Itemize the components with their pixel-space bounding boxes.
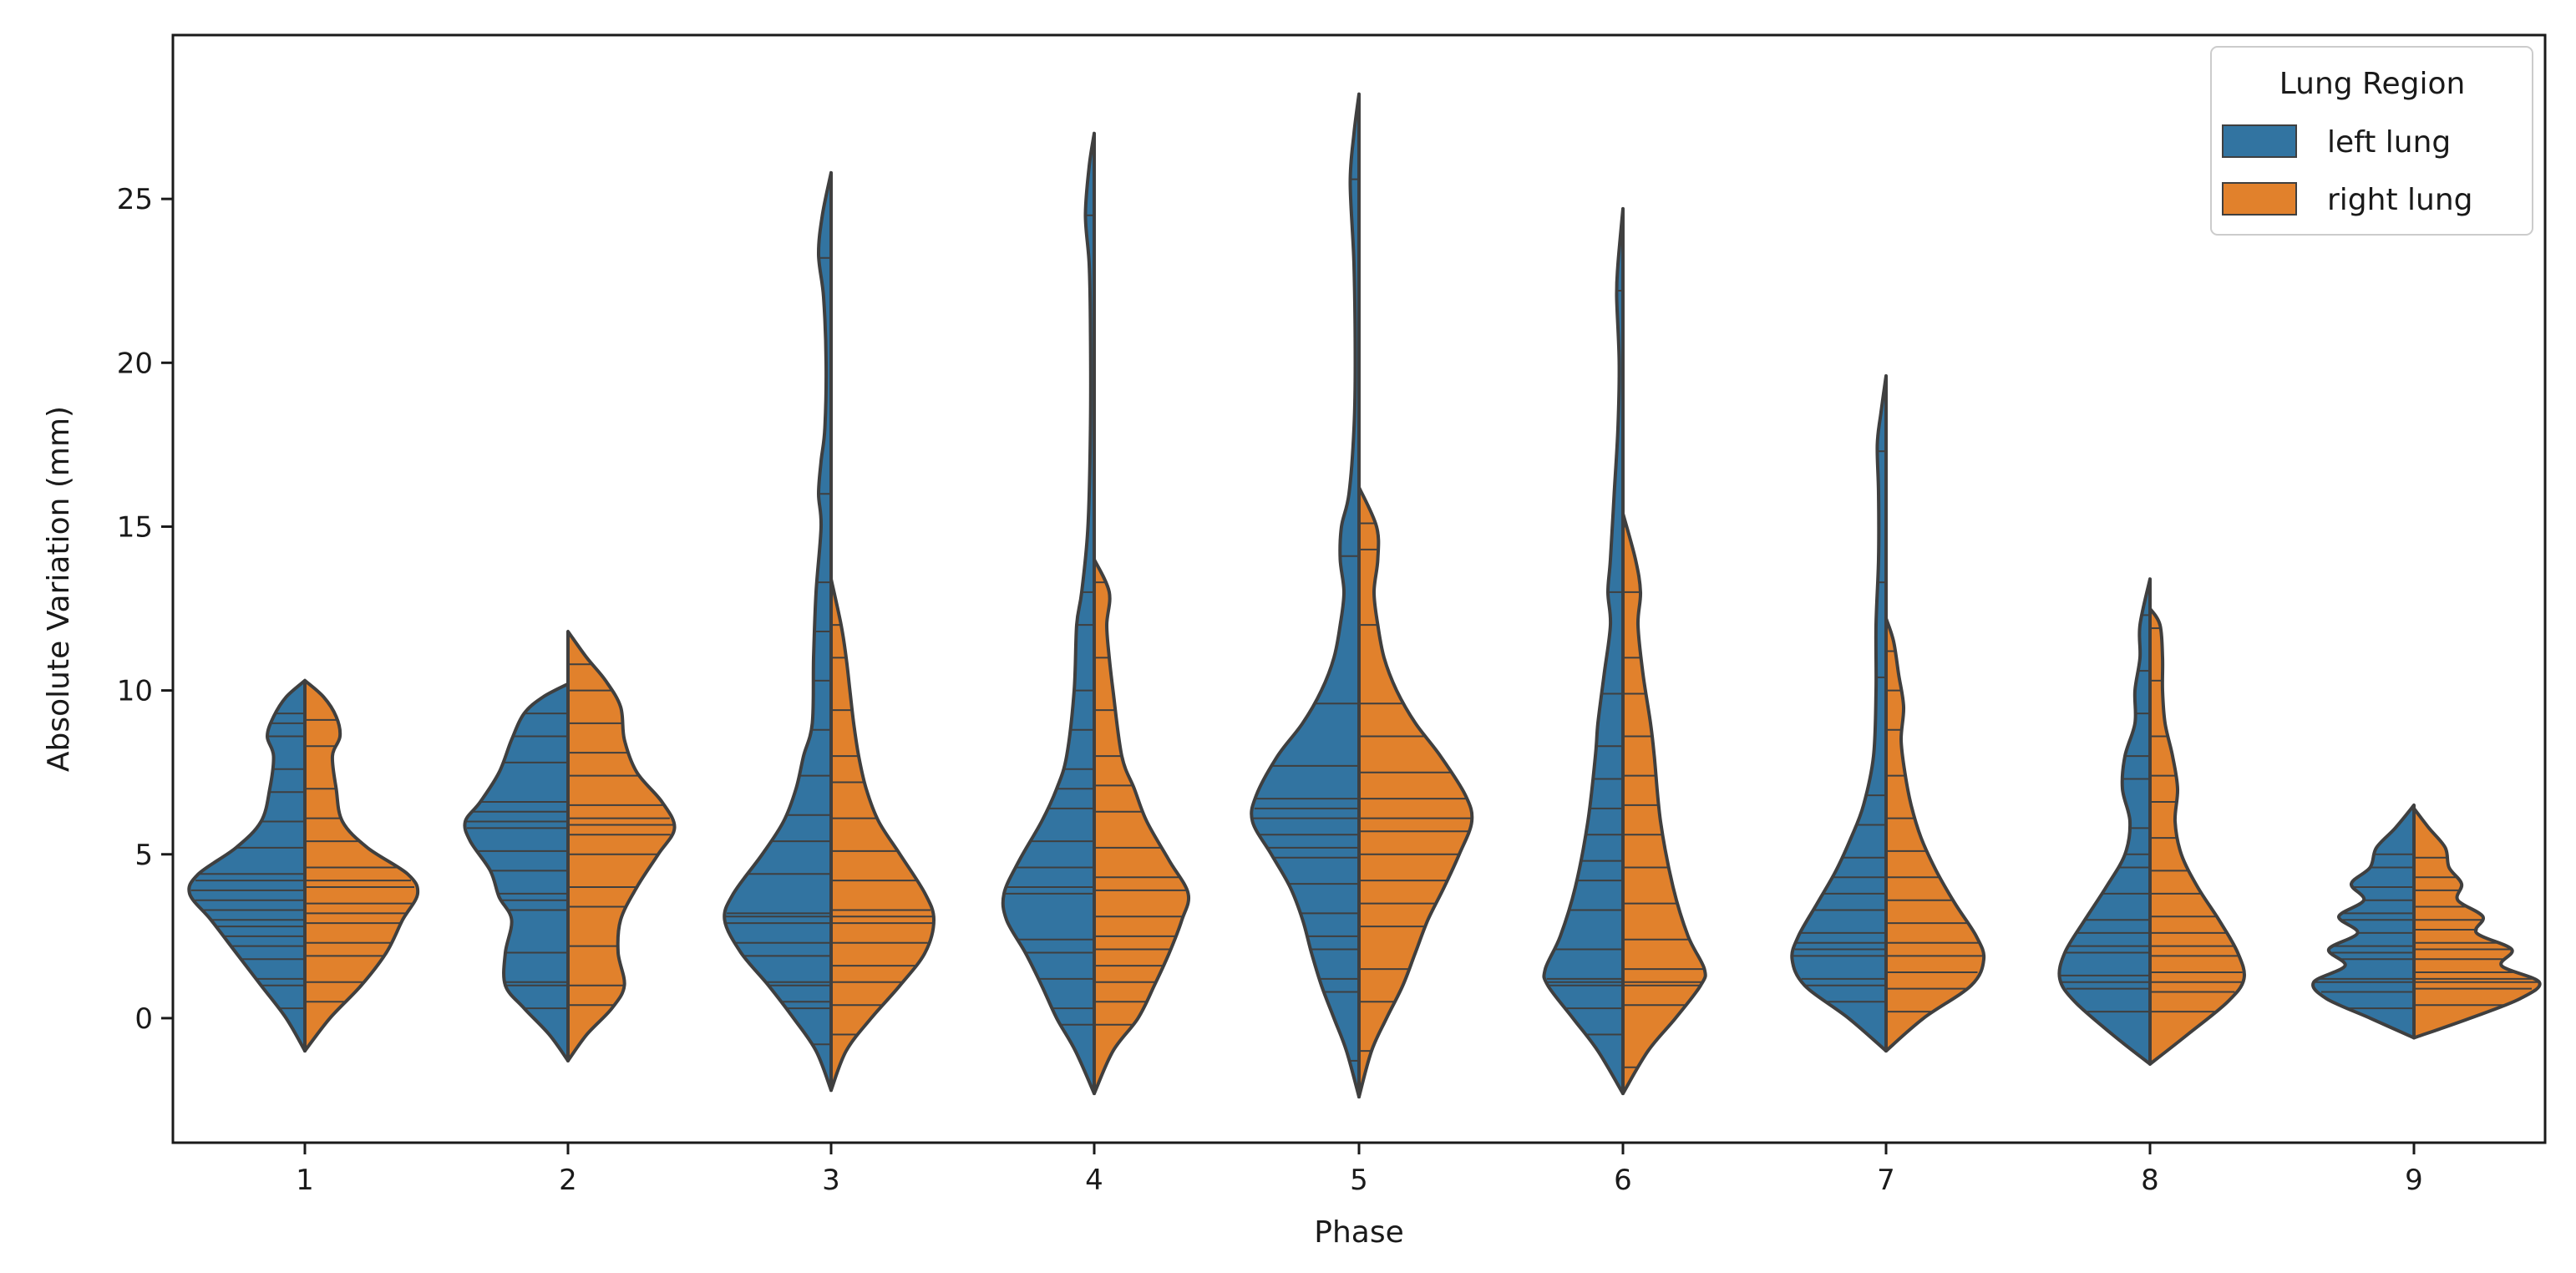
violin-left-lung-phase-3 xyxy=(723,170,833,1093)
x-axis-title: Phase xyxy=(1314,1215,1404,1250)
violin-left-lung-phase-6 xyxy=(1542,206,1625,1096)
x-tick-label: 4 xyxy=(1085,1164,1103,1197)
y-tick-label: 25 xyxy=(117,183,153,216)
violin-right-lung-phase-8 xyxy=(2148,606,2246,1066)
x-axis-ticks: 1 2 3 4 5 6 7 8 9 xyxy=(296,1143,2423,1197)
legend-label-left-lung: left lung xyxy=(2327,125,2451,160)
violin-right-lung-phase-5 xyxy=(1357,485,1474,1099)
violin-right-lung-phase-4 xyxy=(1093,557,1191,1096)
plot-frame xyxy=(171,33,2547,1144)
y-axis-ticks: 0 5 10 15 20 25 xyxy=(117,183,173,1036)
x-tick-label: 5 xyxy=(1350,1164,1368,1197)
x-tick-label: 6 xyxy=(1614,1164,1632,1197)
legend-title: Lung Region xyxy=(2279,67,2466,101)
violin-left-lung-phase-5 xyxy=(1250,92,1361,1099)
violin-left-lung-phase-7 xyxy=(1790,374,1888,1053)
y-axis-title: Absolute Variation (mm) xyxy=(42,406,76,772)
violin-right-lung-phase-1 xyxy=(303,678,420,1053)
legend: Lung Region left lung right lung xyxy=(2210,46,2533,236)
y-tick-label: 0 xyxy=(134,1002,153,1036)
x-tick-label: 7 xyxy=(1877,1164,1895,1197)
violin-left-lung-phase-2 xyxy=(463,682,570,1063)
violin-layer xyxy=(187,92,2542,1099)
y-tick-label: 20 xyxy=(117,347,153,380)
violin-right-lung-phase-2 xyxy=(566,630,677,1063)
x-tick-label: 3 xyxy=(822,1164,840,1197)
violin-left-lung-phase-4 xyxy=(1001,131,1096,1096)
legend-swatch-left-lung xyxy=(2222,124,2297,158)
x-tick-label: 9 xyxy=(2405,1164,2423,1197)
y-tick-label: 10 xyxy=(117,675,153,708)
legend-label-right-lung: right lung xyxy=(2327,183,2473,217)
y-tick-label: 15 xyxy=(117,510,153,544)
x-tick-label: 2 xyxy=(559,1164,577,1197)
legend-swatch-right-lung xyxy=(2222,182,2297,216)
violin-right-lung-phase-3 xyxy=(829,577,936,1093)
x-tick-label: 8 xyxy=(2141,1164,2159,1197)
y-tick-label: 5 xyxy=(134,839,153,872)
x-tick-label: 1 xyxy=(296,1164,314,1197)
violin-right-lung-phase-9 xyxy=(2412,806,2542,1040)
